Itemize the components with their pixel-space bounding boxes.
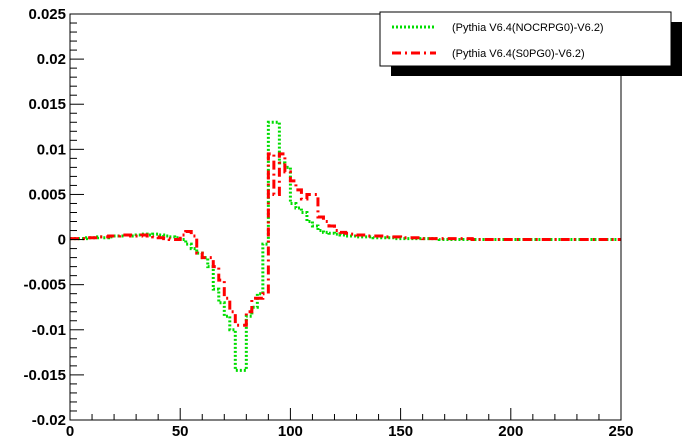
- axes-layer: 0 50 100 150 200 250 -0.02 -0.015 -0.01 -0.005 0 0.…: [23, 6, 633, 440]
- legend: (Pythia V6.4(NOCRPG0)-V6.2) (Pythia V6.4…: [379, 11, 682, 76]
- y-tick-label: -0.005: [23, 277, 66, 294]
- y-tick-label: 0.02: [37, 51, 66, 68]
- series-layer: [70, 120, 621, 372]
- series-s0pg0-line: [70, 152, 621, 327]
- y-tick-label: 0.015: [28, 96, 66, 113]
- x-tick-label: 200: [498, 423, 523, 440]
- plot-frame: [69, 13, 622, 421]
- y-tick-label: 0.025: [28, 6, 66, 23]
- x-tick-label: 150: [388, 423, 413, 440]
- legend-label-s0pg0: (Pythia V6.4(S0PG0)-V6.2): [452, 48, 585, 60]
- series-nocrpg0-line: [70, 120, 621, 372]
- x-tick-label: 50: [172, 423, 189, 440]
- legend-label-nocrpg0: (Pythia V6.4(NOCRPG0)-V6.2): [452, 22, 604, 34]
- y-tick-label: 0.005: [28, 186, 66, 203]
- x-tick-label: 250: [608, 423, 633, 440]
- y-tick-label: -0.01: [32, 322, 66, 339]
- y-tick-label: -0.02: [32, 412, 66, 429]
- x-tick-label: 100: [278, 423, 303, 440]
- y-tick-label: 0: [58, 232, 66, 249]
- legend-box: [379, 11, 672, 67]
- y-tick-label: 0.01: [37, 141, 66, 158]
- y-tick-label: -0.015: [23, 367, 66, 384]
- x-tick-label: 0: [66, 423, 74, 440]
